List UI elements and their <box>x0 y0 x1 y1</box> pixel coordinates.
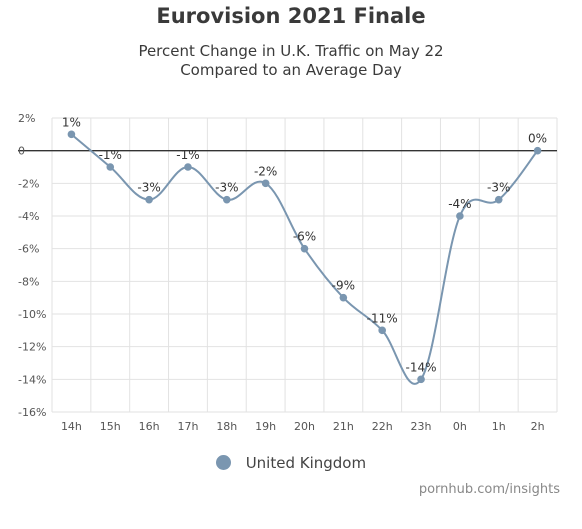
data-point <box>417 375 425 384</box>
legend-label-united-kingdom: United Kingdom <box>245 454 367 472</box>
y-tick-label: -8% <box>18 275 39 288</box>
data-label: 0% <box>528 132 547 146</box>
data-label: -3% <box>215 181 238 195</box>
y-axis-ticks: 2% 0 -2% -4% -6% -8% -10% -12% -14% -16% <box>18 112 46 419</box>
y-tick-label: -2% <box>18 177 39 190</box>
data-point <box>184 163 192 171</box>
data-label: -14% <box>406 360 437 374</box>
data-point <box>67 130 76 139</box>
chart-subtitle-line-2: Compared to an Average Day <box>180 61 402 79</box>
data-point <box>300 244 309 253</box>
x-tick-label: 22h <box>372 420 393 433</box>
data-point <box>145 195 153 204</box>
x-tick-label: 1h <box>492 420 506 433</box>
data-point <box>494 195 503 204</box>
chart-subtitle-line-1: Percent Change in U.K. Traffic on May 22 <box>138 42 444 60</box>
y-tick-label: -10% <box>18 308 46 321</box>
legend[interactable]: United Kingdom <box>0 454 582 472</box>
y-tick-label: 2% <box>18 112 35 125</box>
source-credit: pornhub.com/insights <box>418 482 560 497</box>
data-label: -1% <box>176 148 199 162</box>
line-chart: 2% 0 -2% -4% -6% -8% -10% -12% -14% -16% 14h 15h 16… <box>18 112 558 433</box>
x-tick-label: 18h <box>216 420 237 433</box>
x-tick-label: 14h <box>61 420 82 433</box>
grid-lines <box>18 117 558 413</box>
x-tick-label: 19h <box>255 420 276 433</box>
x-tick-label: 2h <box>531 420 545 433</box>
x-tick-label: 17h <box>177 420 198 433</box>
x-tick-label: 15h <box>100 420 121 433</box>
x-axis-ticks: 14h 15h 16h 17h 18h 19h 20h 21h 22h 23h 0h 1h 2h <box>61 420 545 433</box>
data-point <box>339 293 348 302</box>
chart-title: Eurovision 2021 Finale <box>156 4 426 28</box>
y-tick-label: -16% <box>18 406 46 419</box>
data-label: -11% <box>367 311 398 325</box>
y-tick-label: -6% <box>18 243 39 256</box>
data-label: -4% <box>448 197 471 211</box>
x-tick-label: 0h <box>453 420 467 433</box>
data-label: -3% <box>487 181 510 195</box>
y-tick-label: -14% <box>18 373 46 386</box>
data-label: 1% <box>62 115 81 129</box>
data-point <box>106 163 115 171</box>
data-label: -1% <box>99 148 122 162</box>
data-label: -3% <box>137 181 160 195</box>
y-tick-label: -12% <box>18 341 46 354</box>
x-tick-label: 20h <box>294 420 315 433</box>
data-labels: 1% -1% -3% -1% -3% -2% -6% -9% -11% -14% -4% -3% 0% <box>62 115 547 374</box>
data-point <box>378 326 386 335</box>
x-tick-label: 16h <box>139 420 160 433</box>
x-tick-label: 23h <box>411 420 432 433</box>
data-label: -9% <box>332 279 355 293</box>
data-label: -2% <box>254 164 277 178</box>
series-united-kingdom <box>67 130 542 385</box>
y-tick-label: -4% <box>18 210 39 223</box>
x-tick-label: 21h <box>333 420 354 433</box>
data-point <box>456 212 464 220</box>
data-label: -6% <box>293 230 316 244</box>
y-tick-label: 0 <box>18 145 25 158</box>
data-point <box>261 179 270 188</box>
data-point <box>223 195 231 204</box>
data-point <box>533 146 542 155</box>
legend-marker <box>215 455 231 470</box>
